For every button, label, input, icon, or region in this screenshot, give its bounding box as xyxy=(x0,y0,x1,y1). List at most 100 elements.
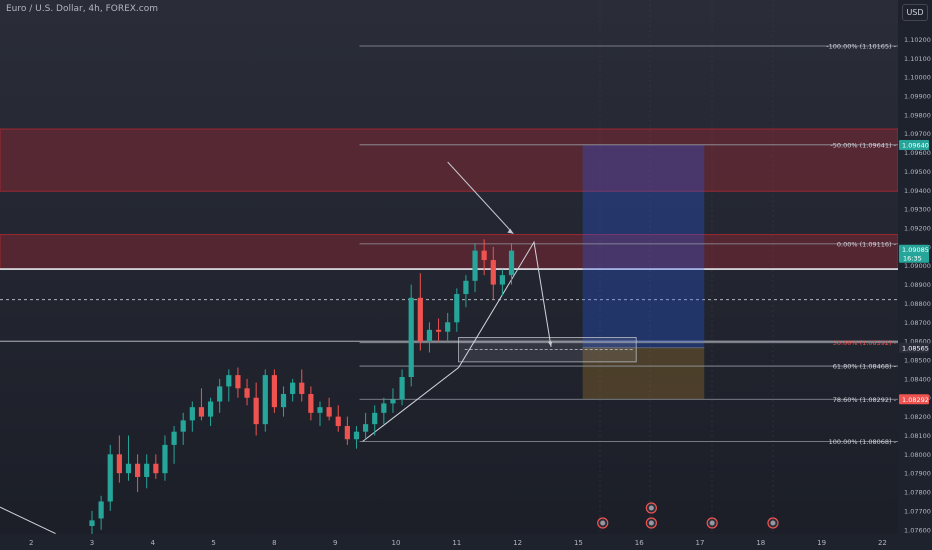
price-tick-label: 1.07700 xyxy=(904,507,931,515)
event-marker-dot xyxy=(770,520,776,526)
target-zone xyxy=(582,145,705,348)
candle xyxy=(198,407,205,417)
price-tick-label: 1.09700 xyxy=(904,130,931,138)
arrow-head xyxy=(507,228,514,234)
candle xyxy=(417,297,423,342)
time-tick-label: 11 xyxy=(452,539,461,547)
candle xyxy=(499,275,505,285)
candle xyxy=(125,463,132,474)
candle xyxy=(135,463,141,477)
price-tick-label: 1.09000 xyxy=(904,262,931,270)
event-marker-dot xyxy=(709,520,715,526)
candle xyxy=(244,388,250,398)
time-tick-label: 5 xyxy=(211,539,215,547)
supply-zone-0 xyxy=(0,128,899,192)
price-tag-label: 1.08565 xyxy=(902,344,929,352)
candle xyxy=(372,412,378,425)
candle xyxy=(89,520,95,526)
time-tick-label: 12 xyxy=(513,539,522,547)
candle xyxy=(472,250,478,281)
price-tick-label: 1.08400 xyxy=(904,375,931,383)
price-tag xyxy=(899,140,929,151)
price-tick-label: 1.09900 xyxy=(904,92,931,100)
price-tick-label: 1.08000 xyxy=(904,451,931,459)
price-tag xyxy=(899,342,929,353)
price-tag xyxy=(899,244,929,263)
price-tick-label: 1.08900 xyxy=(904,281,931,289)
time-tick-label: 17 xyxy=(696,539,705,547)
time-tick-label: 9 xyxy=(333,539,337,547)
price-tick-label: 1.07800 xyxy=(904,489,931,497)
zigzag-line xyxy=(362,240,552,442)
candle xyxy=(481,250,487,261)
candle xyxy=(445,322,451,332)
candle xyxy=(426,329,433,342)
candle xyxy=(454,294,460,323)
time-tick-label: 16 xyxy=(635,539,644,547)
price-tag-label: 1.09085 xyxy=(902,246,929,254)
candle xyxy=(290,382,296,394)
price-tick-label: 1.08100 xyxy=(904,432,931,440)
event-marker-dot xyxy=(600,520,606,526)
price-tag xyxy=(899,394,929,405)
candle xyxy=(317,407,323,413)
price-tick-label: 1.08700 xyxy=(904,319,931,327)
candle xyxy=(144,463,150,477)
candle xyxy=(271,375,277,408)
symbol-title: Euro / U.S. Dollar, 4h, FOREX.com xyxy=(6,4,159,14)
candle xyxy=(207,401,214,417)
candle xyxy=(353,431,360,440)
candle xyxy=(226,375,232,387)
price-tick-label: 1.10200 xyxy=(904,36,931,44)
price-tick-label: 1.08200 xyxy=(904,413,931,421)
candle xyxy=(189,407,195,421)
time-tick-label: 22 xyxy=(878,539,887,547)
candle xyxy=(390,399,396,404)
time-tick-label: 10 xyxy=(392,539,401,547)
price-tick-label: 1.07600 xyxy=(904,526,931,534)
candle xyxy=(335,416,341,427)
price-tick-label: 1.09300 xyxy=(904,206,931,214)
candle xyxy=(308,393,314,413)
time-tick-label: 18 xyxy=(756,539,765,547)
candle xyxy=(408,297,414,377)
candle xyxy=(98,501,104,519)
fib-label: 100.00% (1.08068) - xyxy=(829,438,897,446)
candle xyxy=(280,393,287,408)
currency-button[interactable]: USD xyxy=(902,4,928,21)
price-tick-label: 1.07900 xyxy=(904,470,931,478)
time-tick-label: 3 xyxy=(90,539,94,547)
time-axis xyxy=(0,534,932,550)
price-tag-label: 1.09640 xyxy=(902,142,929,150)
price-tick-label: 1.08500 xyxy=(904,357,931,365)
candle xyxy=(171,431,177,445)
annotation-arrow xyxy=(447,161,514,234)
candle xyxy=(326,407,332,417)
candle xyxy=(162,444,168,474)
time-tick-label: 19 xyxy=(817,539,826,547)
time-tick-label: 4 xyxy=(151,539,156,547)
time-tick-label: 15 xyxy=(574,539,583,547)
time-tick-label: 8 xyxy=(272,539,276,547)
price-tick-label: 1.09200 xyxy=(904,225,931,233)
candle xyxy=(435,329,442,332)
candle xyxy=(217,386,223,402)
candle xyxy=(399,376,405,400)
price-tick-label: 1.08600 xyxy=(904,338,931,346)
price-tick-label: 1.09600 xyxy=(904,149,931,157)
price-tick-label: 1.10100 xyxy=(904,55,931,63)
fib-label: 50.00% (1.08592) - xyxy=(833,339,897,347)
candle xyxy=(363,424,369,432)
fib-label: -50.00% (1.09641) - xyxy=(830,141,896,149)
price-tick-label: 1.09400 xyxy=(904,187,931,195)
candle xyxy=(180,420,186,432)
price-tick-label: 1.10000 xyxy=(904,74,931,82)
price-tag-countdown: 16:35 xyxy=(903,255,922,263)
trend-line xyxy=(0,506,56,534)
fib-label: 78.60% (1.08292) - xyxy=(833,396,897,404)
candle xyxy=(253,397,259,425)
candle xyxy=(235,375,241,389)
price-axis xyxy=(898,0,932,550)
